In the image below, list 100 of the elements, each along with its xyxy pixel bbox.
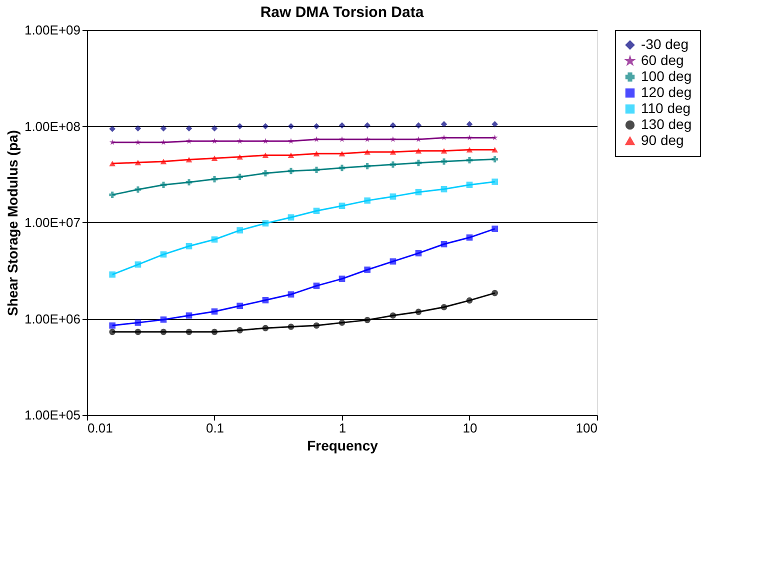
point	[313, 166, 320, 174]
y-axis-title: Shear Storage Modulus (pa)	[4, 130, 20, 316]
point	[160, 328, 167, 336]
point	[109, 126, 116, 132]
x-tick-label: 0.01	[88, 420, 113, 436]
point	[134, 328, 142, 336]
point	[364, 266, 370, 273]
point	[288, 152, 294, 158]
point	[236, 227, 243, 234]
point	[160, 316, 167, 323]
point	[466, 147, 473, 152]
point	[186, 179, 192, 186]
point	[211, 125, 218, 132]
point	[211, 156, 218, 161]
point	[492, 147, 498, 152]
point	[415, 122, 422, 129]
y-tick-label: 1.00E+09	[24, 22, 80, 38]
legend-label: 60 deg	[641, 52, 684, 68]
point	[390, 258, 396, 265]
y-tick-label: 1.00E+06	[24, 311, 80, 326]
point	[492, 121, 498, 128]
point	[262, 138, 268, 144]
legend-label: -30 deg	[641, 36, 688, 52]
point	[160, 139, 166, 145]
point	[390, 161, 396, 168]
x-tick-label: 10	[462, 420, 478, 436]
point	[466, 234, 473, 241]
legend-label: 110 deg	[641, 100, 691, 116]
point	[211, 308, 218, 315]
point	[288, 123, 294, 130]
point	[236, 154, 243, 160]
x-tick-label: 100	[576, 420, 598, 436]
point	[313, 123, 320, 130]
y-tick-label: 1.00E+05	[24, 408, 80, 422]
point	[236, 327, 243, 334]
point	[313, 150, 320, 156]
point	[466, 157, 473, 164]
legend-label: 100 deg	[641, 68, 692, 84]
point	[109, 139, 116, 145]
x-tick-label: 1	[338, 420, 346, 436]
point	[262, 324, 269, 332]
x-axis-title: Frequency	[307, 438, 378, 454]
point	[364, 162, 370, 170]
point	[186, 138, 192, 144]
point	[160, 125, 167, 132]
point	[415, 188, 422, 196]
legend-label: 90 deg	[641, 132, 684, 148]
point	[466, 134, 473, 140]
point	[236, 138, 243, 144]
point	[288, 291, 294, 298]
point	[288, 138, 294, 144]
point	[440, 158, 448, 165]
point	[364, 122, 370, 129]
point	[492, 178, 498, 185]
point	[338, 150, 346, 156]
point	[288, 168, 294, 174]
point	[236, 123, 243, 130]
point	[313, 282, 320, 289]
point	[211, 176, 218, 182]
point	[236, 174, 243, 180]
point	[440, 186, 448, 192]
point	[160, 251, 167, 258]
point	[236, 302, 243, 310]
point	[441, 134, 448, 140]
point	[390, 122, 396, 129]
point	[211, 328, 218, 336]
point	[364, 136, 370, 142]
y-tick-label: 1.00E+07	[24, 215, 80, 230]
point	[338, 320, 346, 326]
point	[364, 149, 370, 155]
point	[492, 290, 498, 296]
point	[466, 121, 473, 128]
x-tick-label: 0.1	[206, 420, 224, 436]
point	[262, 220, 269, 227]
legend-label: 120 deg	[641, 84, 692, 100]
point	[313, 208, 320, 214]
point	[134, 186, 142, 193]
point	[390, 312, 396, 319]
point	[338, 136, 346, 142]
point	[186, 125, 192, 132]
point	[160, 158, 167, 164]
point	[466, 297, 473, 304]
point	[262, 170, 269, 176]
point	[415, 308, 422, 315]
point	[415, 160, 422, 166]
point	[338, 276, 346, 282]
point	[338, 202, 346, 209]
point	[134, 160, 142, 166]
point	[109, 322, 116, 329]
point	[364, 316, 370, 324]
point	[440, 304, 448, 310]
y-tick-label: 1.00E+08	[24, 118, 80, 134]
point	[390, 149, 396, 155]
point	[109, 328, 116, 336]
point	[390, 193, 396, 200]
point	[288, 214, 294, 221]
chart-title: Raw DMA Torsion Data	[260, 4, 424, 21]
point	[134, 139, 141, 145]
point	[288, 324, 294, 330]
point	[134, 320, 142, 326]
